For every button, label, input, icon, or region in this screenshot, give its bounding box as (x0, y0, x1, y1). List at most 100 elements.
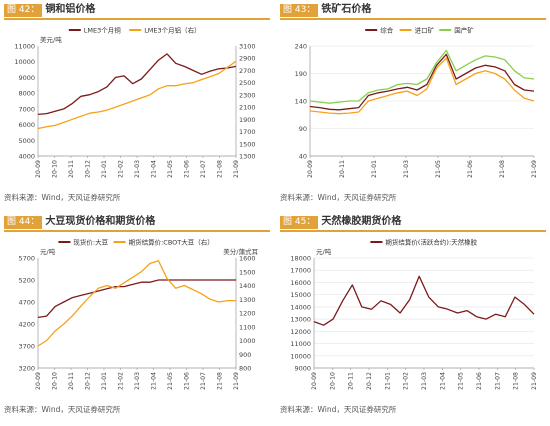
x-tick-label: 21-06 (467, 160, 474, 178)
y2-tick-label: 2900 (239, 55, 256, 63)
x-tick-label: 21-03 (421, 372, 428, 390)
x-tick-label: 20-09 (311, 372, 318, 390)
x-tick-label: 21-08 (217, 160, 224, 178)
y-tick-label: 240 (295, 43, 307, 51)
title-rule (280, 18, 546, 20)
source-note: 资料来源：Wind，天风证券研究所 (280, 193, 397, 202)
chart-iron-ore: 40 90 140 190 240 20-09 20-11 21-01 21-03 21-05 21… (295, 26, 538, 178)
x-tick-label: 21-05 (167, 372, 174, 390)
panel-rubber: 图 45： 天然橡胶期货价格 9000 10000 11000 12000 13000 14… (280, 214, 546, 419)
series-line-0 (313, 275, 535, 326)
y-tick-label: 17000 (290, 267, 311, 275)
y2-tick-label: 2700 (239, 67, 256, 75)
figure-tag: 图 42： (4, 4, 43, 17)
x-tick-label: 21-09 (531, 372, 538, 390)
x-tick-label: 20-11 (348, 372, 355, 390)
figure-title: 铜和铝价格 (45, 4, 96, 15)
x-tick-label: 20-12 (85, 160, 92, 178)
x-tick-label: 21-05 (458, 372, 465, 390)
x-tick-label: 21-01 (101, 160, 108, 178)
legend-label-2: 国产矿 (454, 26, 474, 35)
y2-tick-label: 2100 (239, 104, 256, 112)
panel-copper-aluminum: 图 42： 铜和铝价格 4000 5000 6000 7000 8000 9000 10000… (4, 2, 270, 207)
legend-label-0: 综合 (380, 26, 394, 35)
y-tick-label: 12000 (290, 328, 311, 336)
y2-tick-label: 1600 (239, 255, 256, 263)
figure-tag: 图 44： (4, 216, 43, 229)
y-tick-label: 11000 (290, 340, 311, 348)
legend-label-0: 现货价:大豆 (73, 238, 108, 247)
y-axis-unit: 元/吨 (40, 247, 56, 256)
source-note: 资料来源：Wind，天风证券研究所 (4, 405, 121, 414)
legend-label-1: 期货结算价:CBOT大豆（右） (129, 238, 214, 247)
legend-label-1: LME3个月铝（右） (144, 26, 200, 35)
x-tick-label: 21-04 (151, 372, 158, 390)
y2-tick-label: 1500 (239, 268, 256, 276)
x-tick-label: 21-02 (403, 372, 410, 390)
chart-soybean: 3200 3700 4200 4700 5200 5700 800 900 1000 1100 12… (18, 238, 258, 390)
x-tick-label: 21-03 (134, 160, 141, 178)
y-tick-label: 4200 (18, 321, 35, 329)
x-tick-label: 21-04 (151, 160, 158, 178)
x-tick-label: 20-12 (366, 372, 373, 390)
y-tick-label: 90 (299, 125, 307, 133)
x-tick-label: 21-09 (233, 372, 240, 390)
y2-tick-label: 1900 (239, 116, 256, 124)
x-tick-label: 20-10 (52, 372, 59, 390)
title-rule (4, 230, 270, 232)
y-tick-label: 40 (299, 153, 307, 161)
series-line-1 (37, 60, 237, 130)
y2-tick-label: 1400 (239, 282, 256, 290)
x-tick-label: 21-06 (476, 372, 483, 390)
y2-tick-label: 900 (239, 351, 251, 359)
x-tick-label: 21-03 (403, 160, 410, 178)
x-tick-label: 21-08 (513, 372, 520, 390)
x-tick-label: 21-09 (233, 160, 240, 178)
y-tick-label: 14000 (290, 303, 311, 311)
x-tick-label: 21-03 (134, 372, 141, 390)
x-tick-label: 21-08 (499, 160, 506, 178)
figure-title: 大豆现货价格和期货价格 (45, 216, 156, 227)
series-line-0 (37, 279, 236, 319)
title-rule (280, 230, 546, 232)
y-tick-label: 190 (295, 70, 307, 78)
series-line-0 (309, 53, 535, 111)
x-tick-label: 21-04 (439, 372, 446, 390)
series-line-2 (309, 49, 535, 104)
chart-copper-aluminum: 4000 5000 6000 7000 8000 9000 10000 11000 1300 15… (14, 26, 256, 178)
chart-rubber: 9000 10000 11000 12000 13000 14000 15000 16000 1… (290, 238, 538, 390)
x-tick-label: 21-07 (200, 372, 207, 390)
panel-soybean: 图 44： 大豆现货价格和期货价格 3200 3700 4200 4700 5200 570… (4, 214, 270, 419)
x-tick-label: 21-01 (371, 160, 378, 178)
figure-title: 天然橡胶期货价格 (321, 216, 402, 227)
panel-title: 图 42： 铜和铝价格 (4, 2, 270, 18)
y2-tick-label: 1200 (239, 310, 256, 318)
source-note: 资料来源：Wind，天风证券研究所 (280, 405, 397, 414)
y-tick-label: 15000 (290, 291, 311, 299)
y-tick-label: 6000 (18, 121, 35, 129)
legend-label-0: LME3个月铜 (84, 26, 121, 35)
panel-title: 图 44： 大豆现货价格和期货价格 (4, 214, 270, 230)
series-line-1 (37, 260, 236, 347)
y2-tick-label: 1300 (239, 296, 256, 304)
x-tick-label: 20-11 (68, 160, 75, 178)
y-tick-label: 11000 (14, 43, 35, 51)
y-tick-label: 4000 (18, 153, 35, 161)
legend-label-0: 期货结算价(活跃合约):天然橡胶 (385, 238, 477, 247)
legend-label-1: 进口矿 (415, 26, 435, 35)
y-axis-unit: 美元/吨 (40, 35, 62, 44)
y-tick-label: 10000 (14, 58, 35, 66)
panel-title: 图 43： 铁矿石价格 (280, 2, 546, 18)
y-tick-label: 4700 (18, 299, 35, 307)
y2-tick-label: 1000 (239, 337, 256, 345)
y2-tick-label: 1500 (239, 140, 256, 148)
x-tick-label: 20-10 (52, 160, 59, 178)
x-tick-label: 20-09 (307, 160, 314, 178)
x-tick-label: 21-06 (184, 372, 191, 390)
x-tick-label: 21-08 (217, 372, 224, 390)
x-tick-label: 20-12 (85, 372, 92, 390)
x-tick-label: 21-07 (200, 160, 207, 178)
x-tick-label: 21-01 (384, 372, 391, 390)
x-tick-label: 21-02 (118, 372, 125, 390)
panel-iron-ore: 图 43： 铁矿石价格 40 90 140 190 240 20-09 20-11 21-01 2… (280, 2, 546, 207)
